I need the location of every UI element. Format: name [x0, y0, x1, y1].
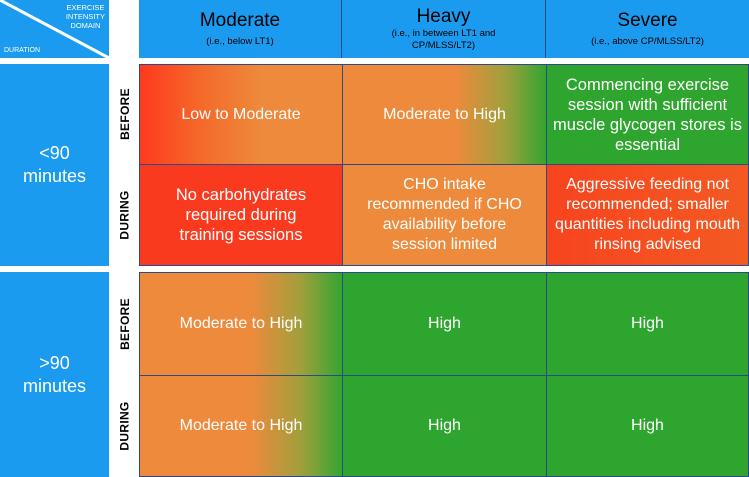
- cell-under90-before-moderate: Low to Moderate: [139, 64, 343, 165]
- column-header-severe: Severe (i.e., above CP/MLSS/LT2): [546, 0, 749, 58]
- duration-label-under-90: <90 minutes: [0, 64, 109, 266]
- row-label-during: DURING: [112, 164, 138, 266]
- column-header-moderate: Moderate (i.e., below LT1): [139, 0, 342, 58]
- cell-under90-during-heavy: CHO intake recommended if CHO availabili…: [342, 164, 547, 266]
- column-title: Severe: [617, 10, 678, 31]
- column-title: Heavy: [416, 6, 471, 27]
- row-label-before: BEFORE: [112, 272, 138, 375]
- cell-over90-before-severe: High: [546, 272, 749, 376]
- row-label-text: DURING: [118, 401, 133, 451]
- cell-under90-before-heavy: Moderate to High: [342, 64, 547, 165]
- duration-label: DURATION: [4, 47, 41, 54]
- column-header-heavy: Heavy (i.e., in between LT1 and CP/MLSS/…: [342, 0, 546, 58]
- duration-label-over-90: >90 minutes: [0, 272, 109, 477]
- cell-under90-during-moderate: No carbohydrates required during trainin…: [139, 164, 343, 266]
- column-subtitle: (i.e., below LT1): [206, 36, 274, 47]
- row-label-text: BEFORE: [118, 88, 132, 140]
- row-label-during: DURING: [112, 375, 138, 477]
- column-title: Moderate: [199, 10, 281, 31]
- row-label-text: DURING: [118, 190, 133, 240]
- intensity-domain-label: EXERCISE INTENSITY DOMAIN: [65, 3, 105, 30]
- row-label-before: BEFORE: [112, 64, 138, 164]
- corner-header: EXERCISE INTENSITY DOMAIN DURATION: [0, 0, 109, 58]
- cell-over90-during-moderate: Moderate to High: [139, 375, 343, 477]
- column-subtitle: (i.e., above CP/MLSS/LT2): [591, 36, 704, 47]
- row-label-text: BEFORE: [118, 297, 132, 350]
- cell-under90-during-severe: Aggressive feeding not recommended; smal…: [546, 164, 749, 266]
- cell-over90-before-heavy: High: [342, 272, 547, 376]
- cell-under90-before-severe: Commencing exercise session with suffici…: [546, 64, 749, 165]
- diagonal-divider: [0, 0, 109, 58]
- cell-over90-before-moderate: Moderate to High: [139, 272, 343, 376]
- column-subtitle: (i.e., in between LT1 and CP/MLSS/LT2): [391, 28, 496, 51]
- cell-over90-during-heavy: High: [342, 375, 547, 477]
- cell-over90-during-severe: High: [546, 375, 749, 477]
